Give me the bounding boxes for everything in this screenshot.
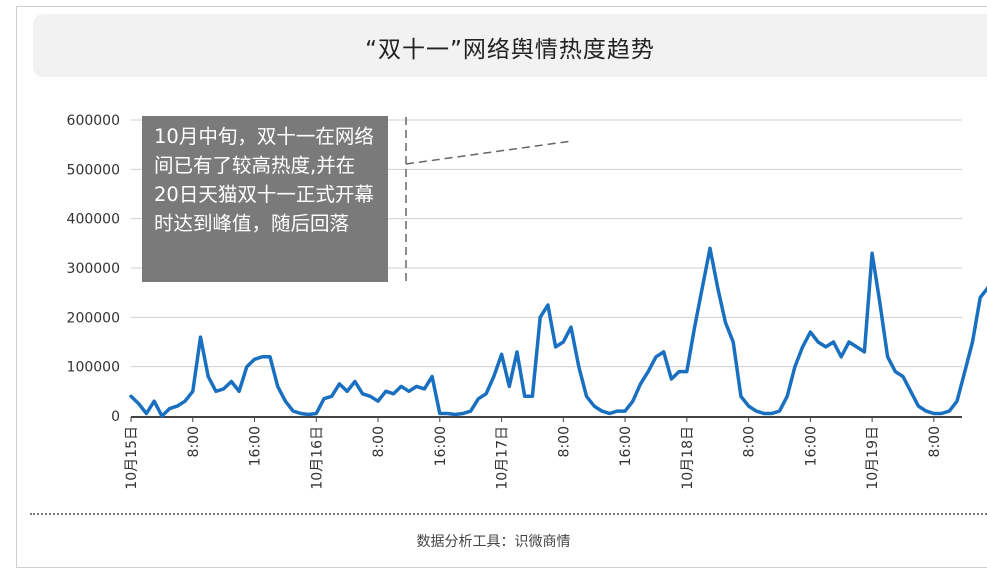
x-tick-label: 10月15日 <box>124 426 140 490</box>
x-tick-label: 10月18日 <box>680 426 696 490</box>
y-tick-label: 200000 <box>67 310 120 326</box>
x-tick-label: 10月19日 <box>865 426 881 490</box>
y-tick-label: 500000 <box>67 162 120 178</box>
y-tick-label: 300000 <box>67 261 120 277</box>
chart-frame <box>16 6 987 568</box>
y-tick-label: 100000 <box>67 360 120 376</box>
x-tick-label: 16:00 <box>618 426 634 466</box>
x-tick-label: 16:00 <box>433 426 449 466</box>
series-line <box>129 246 987 418</box>
x-tick-label: 16:00 <box>248 426 264 466</box>
x-tick-label: 8:00 <box>371 426 387 457</box>
series-layer <box>129 246 987 418</box>
x-tick-label: 10月16日 <box>309 426 325 490</box>
annotation-box: 10月中旬，双十一在网络间已有了较高热度,并在20日天猫双十一正式开幕时达到峰值… <box>142 116 388 282</box>
chart-title: “双十一”网络舆情热度趋势 <box>365 37 655 63</box>
y-axis: 0 100000 200000 300000 400000 500000 600000 <box>67 113 120 425</box>
title-bar: “双十一”网络舆情热度趋势 <box>33 14 987 77</box>
x-tick-label: 8:00 <box>742 426 758 457</box>
x-tick-label: 8:00 <box>927 426 943 457</box>
x-tick-label: 8:00 <box>556 426 572 457</box>
y-tick-label: 600000 <box>67 113 120 129</box>
x-tick-label: 10月17日 <box>495 426 511 490</box>
footer-separator <box>30 513 987 515</box>
callout-leader <box>405 117 573 282</box>
x-axis: 10月15日 8:00 16:00 10月16日 8:00 16:00 10月17日 8:00… <box>124 416 962 490</box>
x-tick-label: 8:00 <box>186 426 202 457</box>
callout-pointer-line <box>405 140 573 165</box>
x-tick-label: 16:00 <box>803 426 819 466</box>
y-tick-label: 400000 <box>67 212 120 228</box>
y-tick-label: 0 <box>111 409 120 425</box>
footer-source: 数据分析工具：识微商情 <box>416 534 571 550</box>
